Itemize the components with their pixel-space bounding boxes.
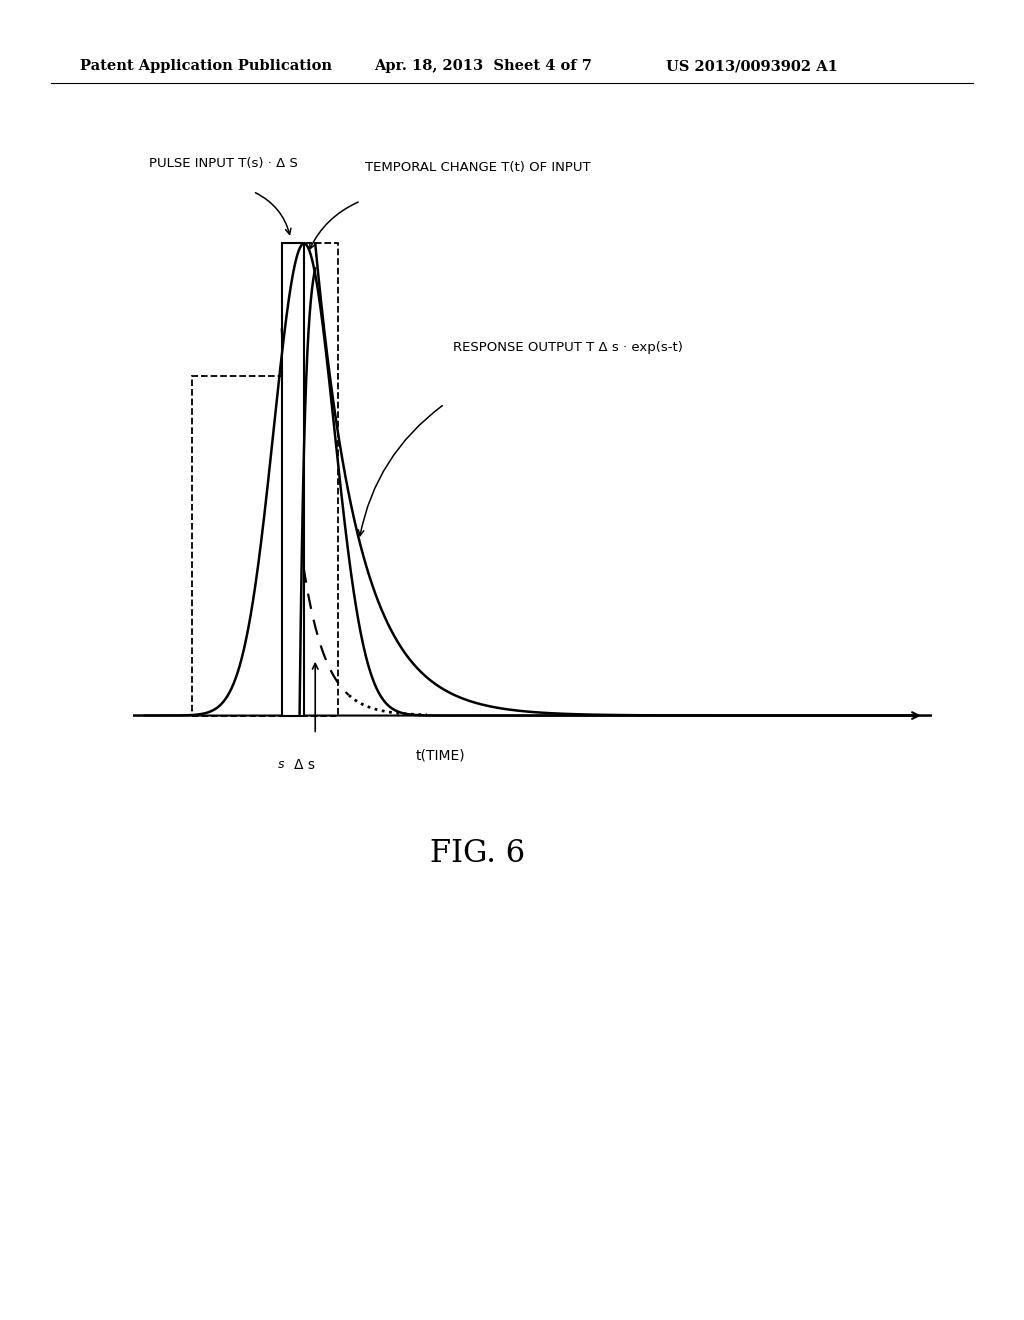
Bar [282, 243, 304, 715]
Text: t(TIME): t(TIME) [416, 748, 466, 763]
Text: Apr. 18, 2013  Sheet 4 of 7: Apr. 18, 2013 Sheet 4 of 7 [374, 59, 592, 74]
Text: s: s [278, 758, 284, 771]
Text: Patent Application Publication: Patent Application Publication [80, 59, 332, 74]
Bar [193, 376, 293, 715]
Text: TEMPORAL CHANGE T(t) OF INPUT: TEMPORAL CHANGE T(t) OF INPUT [365, 161, 591, 174]
Text: RESPONSE OUTPUT T Δ s · exp(s-t): RESPONSE OUTPUT T Δ s · exp(s-t) [453, 341, 682, 354]
Text: Δ s: Δ s [294, 758, 315, 772]
Text: PULSE INPUT T(s) · Δ S: PULSE INPUT T(s) · Δ S [150, 157, 298, 170]
Text: FIG. 6: FIG. 6 [430, 838, 525, 869]
Bar [282, 243, 338, 715]
Text: US 2013/0093902 A1: US 2013/0093902 A1 [666, 59, 838, 74]
